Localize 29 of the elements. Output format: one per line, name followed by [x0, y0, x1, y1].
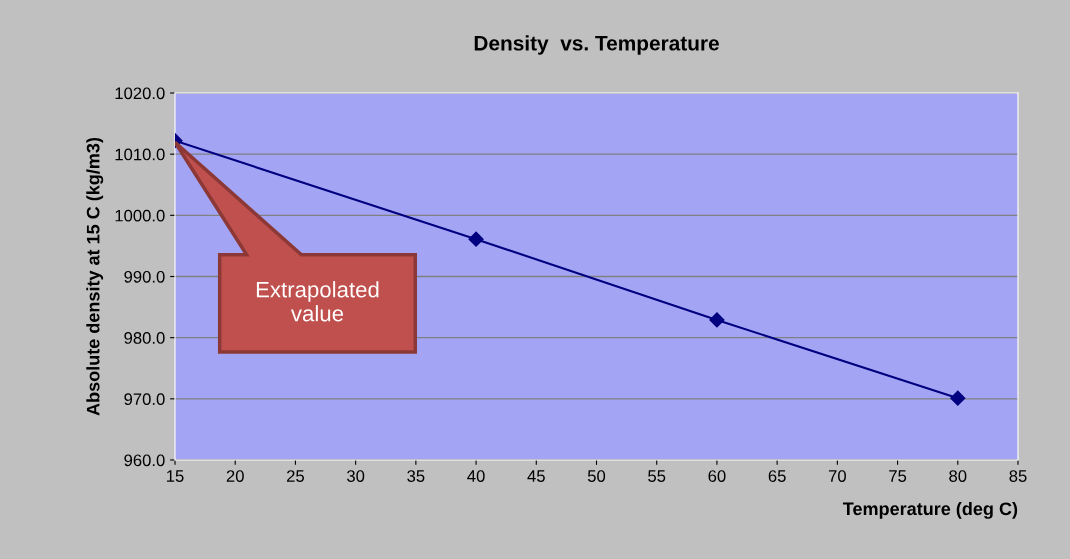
- x-tick-label: 70: [828, 470, 846, 482]
- x-tick-label: 35: [407, 470, 425, 482]
- x-tick-label: 25: [287, 470, 304, 482]
- y-tick-label: 1020.0: [115, 87, 165, 100]
- x-axis-title: Temperature (deg C): [842, 501, 1018, 519]
- x-tick-label: 80: [949, 470, 967, 482]
- x-tick-label: 20: [226, 470, 244, 482]
- x-tick-label: 50: [587, 470, 606, 482]
- y-tick-label: 980.0: [124, 332, 165, 344]
- x-tick-label: 60: [708, 470, 726, 482]
- point: [468, 231, 484, 247]
- y-tick-label: 990.0: [124, 270, 165, 283]
- chart-title: Density vs. Temperature: [474, 35, 719, 55]
- x-tick-label: 30: [347, 470, 365, 482]
- y-axis-title: Absolute density at 15 C (kg/m3): [86, 137, 104, 416]
- y-tick-label: 1010.0: [115, 148, 165, 161]
- point: [709, 312, 725, 328]
- point: [950, 390, 966, 406]
- x-tick-label: 75: [889, 470, 907, 482]
- x-tick-label: 40: [467, 470, 485, 482]
- y-tick-label: 1000.0: [115, 209, 165, 222]
- x-tick-label: 85: [1009, 470, 1027, 482]
- x-tick-label: 15: [167, 470, 184, 482]
- y-tick-label: 970.0: [124, 393, 165, 406]
- y-tick-label: 960.0: [124, 454, 165, 467]
- x-tick-label: 55: [648, 470, 666, 482]
- x-tick-label: 65: [768, 470, 786, 482]
- annotation: Extrapolated value: [256, 281, 379, 322]
- x-tick-label: 45: [527, 470, 545, 482]
